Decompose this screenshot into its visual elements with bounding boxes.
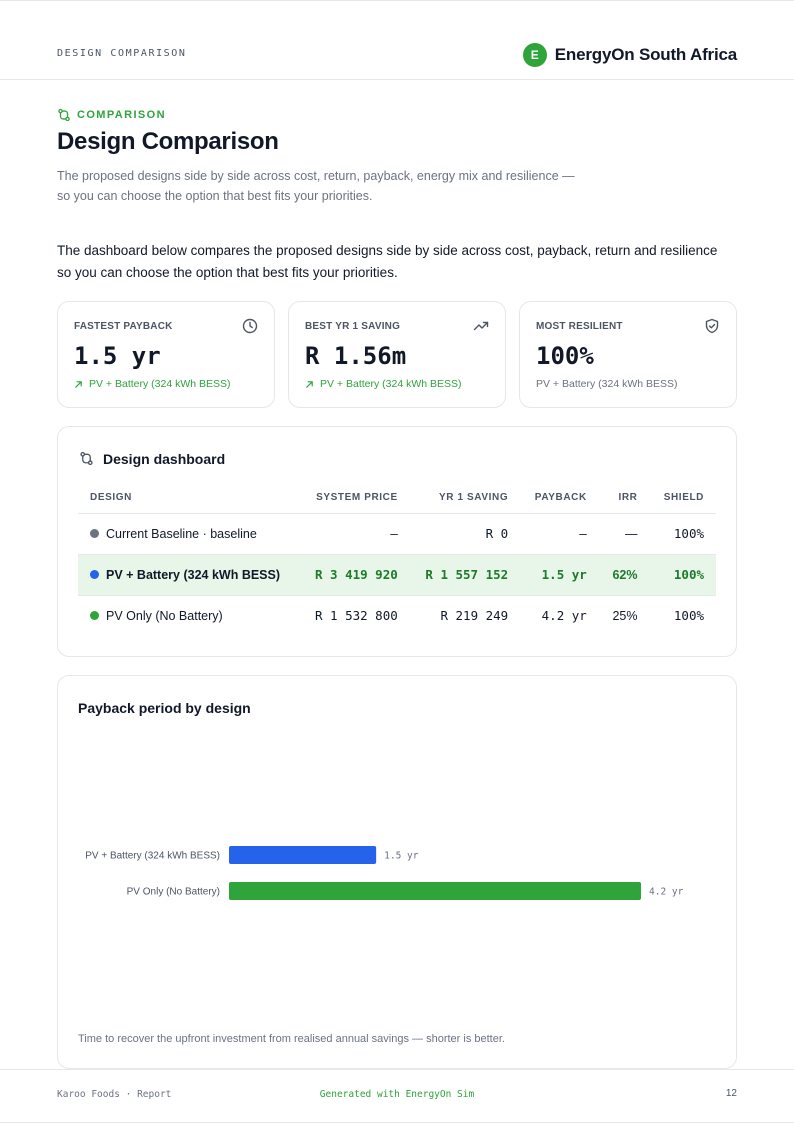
column-header: SHIELD — [649, 483, 716, 514]
kpi-note-text: PV + Battery (324 kWh BESS) — [536, 378, 678, 390]
kpi-label: BEST YR 1 SAVING — [305, 321, 401, 332]
table-row: PV Only (No Battery) R 1 532 800 R 219 2… — [78, 595, 716, 636]
series-dot — [90, 569, 99, 579]
kpi-label: MOST RESILIENT — [536, 321, 623, 332]
payback-cell: 4.2 yr — [541, 608, 587, 624]
intro-paragraph: The dashboard below compares the propose… — [57, 240, 747, 284]
top-rule — [0, 0, 794, 1]
footer-report-name: Karoo Foods · Report — [57, 1089, 172, 1100]
intro-line: The dashboard below compares the propose… — [57, 243, 718, 258]
subtitle-line: so you can choose the option that best f… — [57, 189, 373, 203]
series-dot — [90, 528, 99, 538]
kpi-value: 1.5 yr — [74, 342, 161, 370]
comparison-table: DESIGN SYSTEM PRICE YR 1 SAVING PAYBACK … — [78, 483, 716, 636]
section-label: DESIGN COMPARISON — [57, 48, 187, 59]
chart-title: Payback period by design — [78, 700, 251, 716]
design-dashboard-card: Design dashboard DESIGN SYSTEM PRICE YR … — [57, 426, 737, 657]
eyebrow: COMPARISON — [57, 108, 166, 122]
column-header: DESIGN — [78, 483, 300, 514]
irr-cell: 62% — [598, 554, 650, 596]
kpi-card-most-resilient: MOST RESILIENT 100% PV + Battery (324 kW… — [519, 301, 737, 408]
compare-icon — [80, 451, 93, 466]
payback-chart-card: Payback period by design PV + Battery (3… — [57, 675, 737, 1069]
kpi-value: 100% — [536, 342, 594, 370]
kpi-note: PV + Battery (324 kWh BESS) — [305, 378, 462, 390]
page-header: DESIGN COMPARISON E EnergyOn South Afric… — [0, 0, 794, 80]
kpi-note: PV + Battery (324 kWh BESS) — [536, 378, 678, 390]
table-row: Current Baseline · baseline — R 0 — — 10… — [78, 513, 716, 555]
design-cell: PV Only (No Battery) — [78, 595, 299, 636]
bar-value-label: 1.5 yr — [384, 851, 419, 862]
kpi-label: FASTEST PAYBACK — [74, 321, 173, 332]
clock-icon — [242, 318, 258, 334]
payback-bar-chart: PV + Battery (324 kWh BESS) 1.5 yr PV Only… — [85, 846, 684, 900]
footer-generated-by: Generated with EnergyOn Sim — [319, 1089, 475, 1100]
shield-cell: 100% — [649, 554, 716, 596]
intro-line: so you can choose the option that best f… — [57, 265, 398, 280]
subtitle-line: The proposed designs side by side across… — [57, 169, 575, 183]
price-cell: R 1 532 800 — [314, 608, 398, 624]
kpi-note-text: PV + Battery (324 kWh BESS) — [320, 378, 462, 390]
column-header: SYSTEM PRICE — [299, 483, 410, 514]
shield-check-icon — [705, 318, 719, 334]
series-dot — [90, 610, 99, 620]
chart-caption: Time to recover the upfront investment f… — [78, 1033, 505, 1045]
bar-category-label: PV Only (No Battery) — [127, 887, 220, 898]
payback-bar — [229, 882, 641, 900]
design-name: PV Only (No Battery) — [106, 608, 223, 623]
column-header: PAYBACK — [520, 483, 599, 514]
brand-logo-icon: E — [522, 43, 547, 67]
shield-cell: 100% — [673, 608, 704, 624]
table-header-row: DESIGN SYSTEM PRICE YR 1 SAVING PAYBACK … — [78, 483, 716, 514]
arrow-up-right-icon — [75, 380, 82, 388]
brand: E EnergyOn South Africa — [522, 43, 737, 67]
design-cell: PV + Battery (324 kWh BESS) — [78, 554, 300, 596]
kpi-card-best-saving: BEST YR 1 SAVING R 1.56m PV + Battery (3… — [288, 301, 506, 408]
arrow-up-right-icon — [306, 380, 313, 388]
irr-cell: — — [598, 513, 650, 555]
design-cell: Current Baseline · baseline — [78, 513, 300, 555]
irr-cell: 25% — [612, 608, 638, 623]
column-header: IRR — [598, 483, 650, 514]
design-name: PV + Battery (324 kWh BESS) — [106, 567, 281, 582]
bar-value-label: 4.2 yr — [649, 887, 684, 898]
saving-cell: R 0 — [409, 513, 521, 555]
payback-bar — [229, 846, 377, 864]
page-title: Design Comparison — [57, 128, 279, 155]
kpi-note: PV + Battery (324 kWh BESS) — [74, 378, 231, 390]
column-header: YR 1 SAVING — [409, 483, 521, 514]
table-row-highlighted: PV + Battery (324 kWh BESS) R 3 419 920 … — [78, 554, 716, 596]
shield-cell: 100% — [649, 513, 716, 555]
page-footer: Karoo Foods · Report Generated with Ener… — [0, 1069, 794, 1123]
brand-name: EnergyOn South Africa — [554, 45, 737, 64]
bar-category-label: PV + Battery (324 kWh BESS) — [85, 851, 220, 862]
saving-cell: R 1 557 152 — [409, 554, 521, 596]
payback-cell: 1.5 yr — [520, 554, 599, 596]
design-name: Current Baseline · baseline — [106, 526, 257, 541]
kpi-value: R 1.56m — [305, 342, 407, 370]
price-cell: — — [299, 513, 410, 555]
page-number: 12 — [725, 1088, 737, 1099]
page-subtitle: The proposed designs side by side across… — [57, 166, 617, 206]
trending-up-icon — [473, 321, 489, 331]
dashboard-title: Design dashboard — [103, 451, 226, 467]
saving-cell: R 219 249 — [440, 608, 509, 624]
kpi-card-fastest-payback: FASTEST PAYBACK 1.5 yr PV + Battery (324… — [57, 301, 275, 408]
kpi-note-text: PV + Battery (324 kWh BESS) — [89, 378, 231, 390]
payback-cell: — — [520, 513, 599, 555]
compare-icon — [58, 108, 70, 122]
price-cell: R 3 419 920 — [299, 554, 410, 596]
eyebrow-label: COMPARISON — [77, 109, 166, 121]
